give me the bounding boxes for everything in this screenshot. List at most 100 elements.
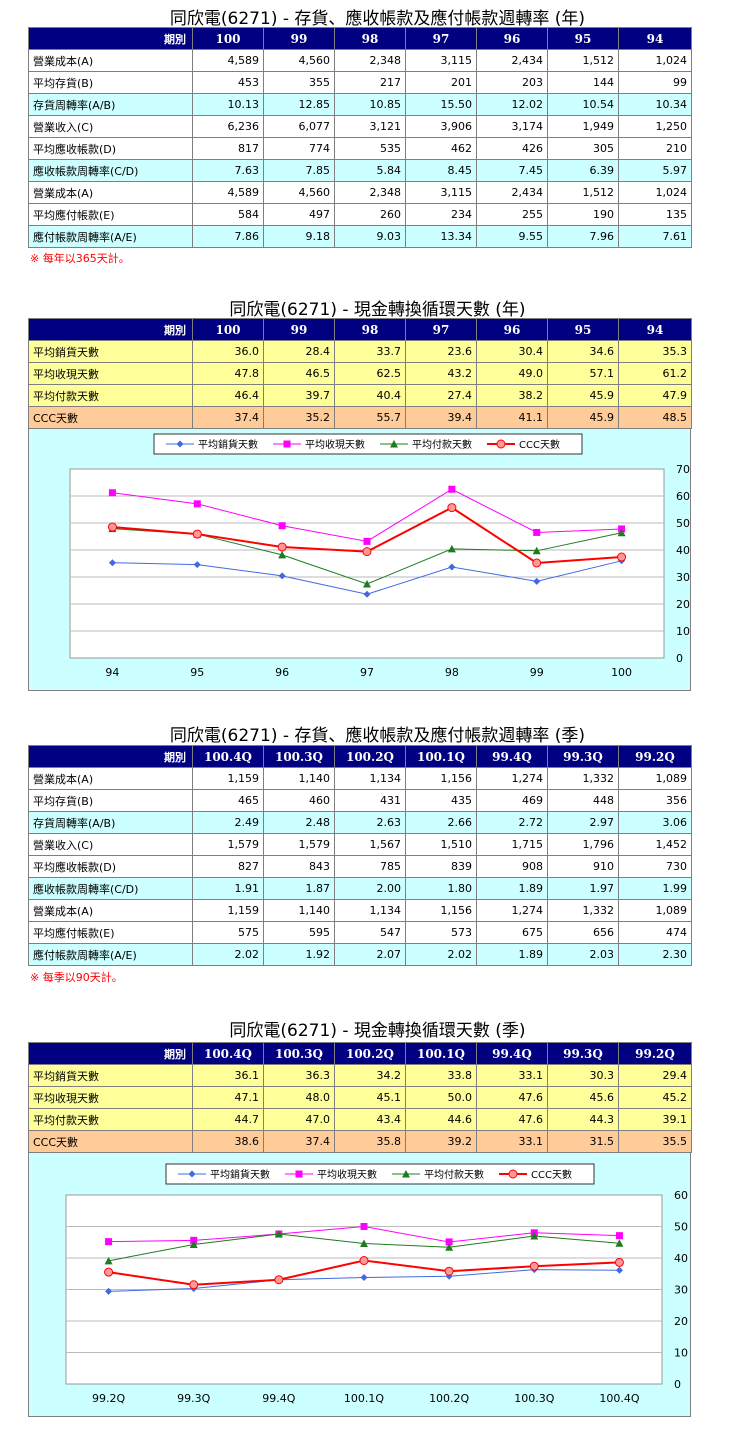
column-header: 99.3Q bbox=[547, 1042, 619, 1065]
x-tick-label: 99.3Q bbox=[177, 1392, 210, 1405]
table-cell: 48.5 bbox=[618, 406, 692, 429]
table-row: 營業收入(C) 6,236 6,077 3,121 3,906 3,174 1,949 1,2… bbox=[28, 115, 692, 138]
data-point bbox=[532, 558, 542, 568]
table-cell: 12.85 bbox=[263, 93, 335, 116]
column-header: 98 bbox=[334, 27, 406, 50]
table-cell: 41.1 bbox=[476, 406, 548, 429]
table-cell: 30.3 bbox=[547, 1064, 619, 1087]
data-point bbox=[445, 1243, 454, 1251]
table-cell: 1.80 bbox=[405, 877, 477, 900]
row-label: 平均存貨(B) bbox=[28, 71, 193, 94]
table-cell: 2.72 bbox=[476, 811, 548, 834]
data-point bbox=[107, 522, 117, 532]
table-cell: 7.61 bbox=[618, 225, 692, 248]
table-row: 營業成本(A) 4,589 4,560 2,348 3,115 2,434 1,512 1,0… bbox=[28, 181, 692, 204]
data-point bbox=[445, 1238, 453, 1246]
table-cell: 1,024 bbox=[618, 181, 692, 204]
table-cell: 3.06 bbox=[618, 811, 692, 834]
table-row: 平均應付帳款(E) 584 497 260 234 255 190 135 bbox=[28, 203, 692, 226]
table-cell: 2.03 bbox=[547, 943, 619, 966]
period-header: 期別 bbox=[28, 745, 193, 768]
table-row: 平均存貨(B) 453 355 217 201 203 144 99 bbox=[28, 71, 692, 94]
y-tick-label: 20 bbox=[676, 598, 690, 611]
row-label: 平均存貨(B) bbox=[28, 789, 193, 812]
row-label: 平均銷貨天數 bbox=[28, 340, 193, 363]
table-cell: 47.8 bbox=[192, 362, 264, 385]
table-cell: 48.0 bbox=[263, 1086, 335, 1109]
table-cell: 36.3 bbox=[263, 1064, 335, 1087]
row-label: 平均收現天數 bbox=[28, 1086, 193, 1109]
table-cell: 34.6 bbox=[547, 340, 619, 363]
table-cell: 9.18 bbox=[263, 225, 335, 248]
table-cell: 201 bbox=[405, 71, 477, 94]
column-header: 100 bbox=[192, 318, 264, 341]
table-cell: 3,115 bbox=[405, 49, 477, 72]
table-cell: 469 bbox=[476, 789, 548, 812]
table-cell: 39.2 bbox=[405, 1130, 477, 1153]
legend-label-2: 平均付款天數 bbox=[412, 438, 472, 451]
column-header: 94 bbox=[618, 27, 692, 50]
data-point bbox=[447, 544, 456, 553]
table-cell: 8.45 bbox=[405, 159, 477, 182]
row-label: CCC天數 bbox=[28, 1130, 193, 1153]
x-tick-label: 100.2Q bbox=[429, 1392, 469, 1405]
table-cell: 47.1 bbox=[192, 1086, 264, 1109]
data-point bbox=[193, 561, 201, 569]
data-point bbox=[277, 542, 287, 552]
row-label: 應收帳款周轉率(C/D) bbox=[28, 159, 193, 182]
series-0 bbox=[108, 557, 626, 598]
table-cell: 4,589 bbox=[192, 181, 264, 204]
row-label: 營業收入(C) bbox=[28, 833, 193, 856]
table-cell: 40.4 bbox=[334, 384, 406, 407]
data-point bbox=[274, 1275, 284, 1285]
chart-legend: 平均銷貨天數 平均收現天數 平均付款天數 CCC天數 bbox=[165, 1163, 595, 1185]
quarterly-turnover-table-wrap: 期別 100.4Q 100.3Q 100.2Q 100.1Q 99.4Q 99.3Q 99.2… bbox=[28, 745, 692, 966]
quarterly-ccc-chart: 平均銷貨天數 平均收現天數 平均付款天數 CCC天數 0 10 20 30 40 50 60 99.2… bbox=[28, 1152, 691, 1417]
table-row: 營業成本(A) 4,589 4,560 2,348 3,115 2,434 1,512 1,0… bbox=[28, 49, 692, 72]
table-cell: 10.13 bbox=[192, 93, 264, 116]
table-cell: 908 bbox=[476, 855, 548, 878]
row-label: 平均收現天數 bbox=[28, 362, 193, 385]
data-point bbox=[360, 1274, 368, 1282]
table-cell: 28.4 bbox=[263, 340, 335, 363]
table-cell: 2.49 bbox=[192, 811, 264, 834]
period-header: 期別 bbox=[28, 1042, 193, 1065]
table-row: 平均應收帳款(D) 817 774 535 462 426 305 210 bbox=[28, 137, 692, 160]
table-cell: 1.91 bbox=[192, 877, 264, 900]
x-tick-label: 100 bbox=[611, 666, 632, 679]
data-point bbox=[189, 1280, 199, 1290]
column-header: 100.1Q bbox=[405, 745, 477, 768]
legend-marker-3 bbox=[508, 1169, 518, 1179]
data-point bbox=[617, 552, 627, 562]
y-tick-label: 60 bbox=[676, 490, 690, 503]
table-cell: 356 bbox=[618, 789, 692, 812]
table-cell: 99 bbox=[618, 71, 692, 94]
table-cell: 217 bbox=[334, 71, 406, 94]
table-cell: 3,121 bbox=[334, 115, 406, 138]
data-point bbox=[278, 522, 286, 530]
table-cell: 46.5 bbox=[263, 362, 335, 385]
data-point bbox=[363, 537, 371, 545]
quarterly-turnover-table: 期別 100.4Q 100.3Q 100.2Q 100.1Q 99.4Q 99.3Q 99.2… bbox=[28, 745, 692, 966]
column-header: 94 bbox=[618, 318, 692, 341]
row-label: 營業成本(A) bbox=[28, 181, 193, 204]
annual-turnover-table: 期別 100 99 98 97 96 95 94 營業成本(A) 4,589 4,560 2,348 3… bbox=[28, 27, 692, 248]
table-row: 平均存貨(B) 465 460 431 435 469 448 356 bbox=[28, 789, 692, 812]
table-cell: 255 bbox=[476, 203, 548, 226]
x-tick-label: 95 bbox=[190, 666, 204, 679]
table-row: 營業收入(C) 1,579 1,579 1,567 1,510 1,715 1,796 1,4… bbox=[28, 833, 692, 856]
table-cell: 10.85 bbox=[334, 93, 406, 116]
table-cell: 3,115 bbox=[405, 181, 477, 204]
table-cell: 1,512 bbox=[547, 181, 619, 204]
chart-svg: 平均銷貨天數 平均收現天數 平均付款天數 CCC天數 0 10 20 30 40 50 60 99.2… bbox=[65, 1163, 688, 1405]
table-cell: 595 bbox=[263, 921, 335, 944]
table-cell: 31.5 bbox=[547, 1130, 619, 1153]
table-cell: 1,134 bbox=[334, 767, 406, 790]
data-point bbox=[105, 1238, 113, 1246]
data-point bbox=[615, 1266, 623, 1274]
table-cell: 39.7 bbox=[263, 384, 335, 407]
column-header: 99.4Q bbox=[476, 1042, 548, 1065]
table-cell: 305 bbox=[547, 137, 619, 160]
table-cell: 9.03 bbox=[334, 225, 406, 248]
table-cell: 35.2 bbox=[263, 406, 335, 429]
